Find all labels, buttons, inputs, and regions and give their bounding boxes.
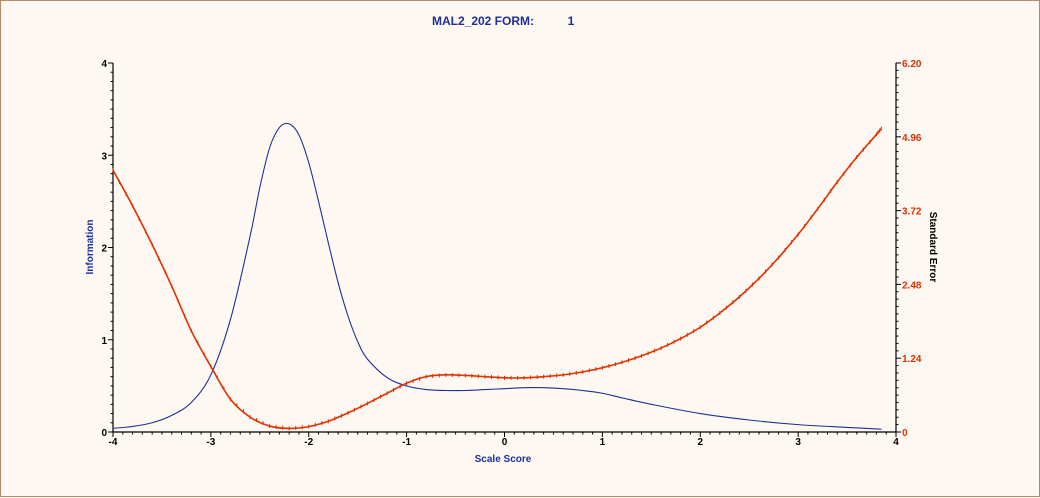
x-tick-label: 0 — [502, 437, 508, 448]
chart-title-form-number: 1 — [568, 14, 575, 28]
x-tick-label: -2 — [304, 437, 313, 448]
x-tick-label: -1 — [402, 437, 411, 448]
y-left-tick-label: 3 — [101, 151, 107, 162]
y-right-tick-label: 3.72 — [902, 207, 922, 218]
y-axis-left-title: Information — [85, 220, 96, 275]
y-right-tick-label: 6.20 — [902, 59, 922, 70]
x-tick-label: 3 — [795, 437, 801, 448]
x-tick-label: 4 — [893, 437, 899, 448]
y-right-tick-label: 0 — [902, 428, 908, 439]
y-right-tick-label: 4.96 — [902, 133, 922, 144]
x-tick-label: 1 — [600, 437, 606, 448]
x-tick-label: -3 — [206, 437, 215, 448]
y-left-tick-label: 1 — [101, 336, 107, 347]
x-tick-label: -4 — [109, 437, 118, 448]
information-line — [112, 122, 882, 430]
chart-title: MAL2_202 FORM: — [432, 14, 534, 28]
y-left-tick-label: 4 — [101, 59, 107, 70]
y-left-tick-label: 2 — [101, 244, 107, 255]
standard-error-line — [112, 127, 882, 430]
y-right-tick-label: 1.24 — [902, 354, 922, 365]
x-tick-label: 2 — [697, 437, 703, 448]
standard-error-markers — [112, 126, 882, 431]
y-left-tick-label: 0 — [101, 428, 107, 439]
y-axis-right-title: Standard Error — [927, 212, 938, 283]
series-layer — [112, 122, 882, 431]
y-right-tick-label: 2.48 — [902, 280, 922, 291]
x-axis-title: Scale Score — [475, 454, 532, 465]
